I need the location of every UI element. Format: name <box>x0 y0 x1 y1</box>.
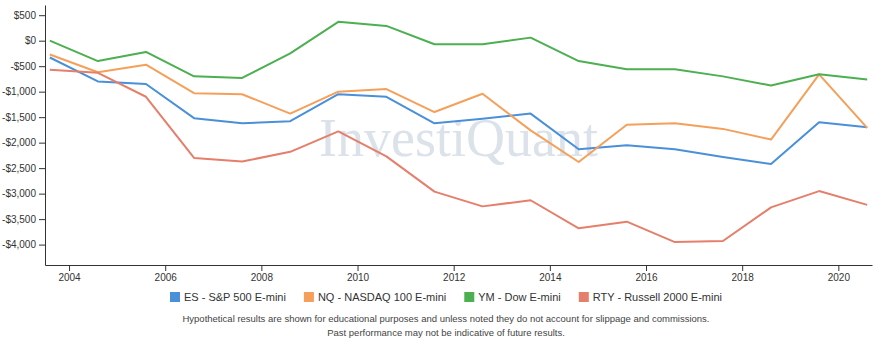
tick-label: 2008 <box>251 272 274 283</box>
axis-line <box>46 265 873 266</box>
tick-label: 2020 <box>828 272 851 283</box>
tick: -$3,000 <box>2 188 45 199</box>
tick: 2006 <box>155 265 178 283</box>
tick-label: 2018 <box>732 272 755 283</box>
tick: -$4,000 <box>2 239 45 250</box>
tick-mark <box>39 66 45 67</box>
tick-mark <box>261 265 262 271</box>
tick: $500 <box>14 10 45 21</box>
tick: -$3,500 <box>2 214 45 225</box>
series-line <box>50 70 867 242</box>
tick-mark <box>838 265 839 271</box>
legend-item: NQ - NASDAQ 100 E-mini <box>304 291 446 303</box>
legend-swatch <box>170 292 180 302</box>
footnote: Past performance may not be indicative o… <box>327 327 565 338</box>
tick-label: -$1,500 <box>2 112 36 123</box>
tick-label: $0 <box>25 35 37 46</box>
watermark: InvestiQuant <box>319 108 598 168</box>
tick-mark <box>550 265 551 271</box>
legend-swatch <box>579 292 589 302</box>
tick-label: $500 <box>14 10 37 21</box>
tick-mark <box>39 41 45 42</box>
tick: 2014 <box>539 265 562 283</box>
tick-mark <box>742 265 743 271</box>
legend-label: RTY - Russell 2000 E-mini <box>593 291 722 303</box>
legend-label: ES - S&P 500 E-mini <box>184 291 286 303</box>
chart: InvestiQuant $500 $0 -$500 -$1,000 -$1,500 -$2… <box>0 0 892 348</box>
tick-mark <box>39 143 45 144</box>
tick-mark <box>646 265 647 271</box>
legend-item: ES - S&P 500 E-mini <box>170 291 286 303</box>
legend-label: YM - Dow E-mini <box>478 291 561 303</box>
tick: 2018 <box>732 265 755 283</box>
legend-item: YM - Dow E-mini <box>464 291 561 303</box>
tick: 2004 <box>58 265 81 283</box>
tick-mark <box>39 168 45 169</box>
legend-swatch <box>304 292 314 302</box>
tick-mark <box>358 265 359 271</box>
tick-mark <box>39 194 45 195</box>
tick: -$500 <box>10 61 45 72</box>
tick-mark <box>39 15 45 16</box>
tick: -$1,000 <box>2 86 45 97</box>
tick-mark <box>69 265 70 271</box>
tick: 2008 <box>251 265 274 283</box>
tick-mark <box>39 92 45 93</box>
footnote: Hypothetical results are shown for educa… <box>182 313 709 324</box>
y-axis: $500 $0 -$500 -$1,000 -$1,500 -$2,000 -$2,500 -… <box>2 6 45 266</box>
tick-mark <box>165 265 166 271</box>
tick: -$2,500 <box>2 163 45 174</box>
tick-label: -$1,000 <box>2 86 36 97</box>
x-axis: 2004 2006 2008 2010 2012 2014 2016 2018 2020 <box>46 265 873 283</box>
tick: 2016 <box>635 265 658 283</box>
tick-label: 2004 <box>58 272 81 283</box>
tick-label: -$500 <box>10 61 36 72</box>
series-line <box>50 22 867 86</box>
tick-label: 2006 <box>155 272 178 283</box>
legend-item: RTY - Russell 2000 E-mini <box>579 291 722 303</box>
tick-label: -$4,000 <box>2 239 36 250</box>
series-line <box>50 54 867 162</box>
tick-label: 2016 <box>635 272 658 283</box>
tick-mark <box>39 219 45 220</box>
tick-mark <box>39 117 45 118</box>
tick: 2012 <box>443 265 466 283</box>
axis-line <box>45 6 46 266</box>
tick: 2020 <box>828 265 851 283</box>
tick: 2010 <box>347 265 370 283</box>
series-line <box>50 58 867 165</box>
tick-label: -$2,500 <box>2 163 36 174</box>
tick: $0 <box>25 35 45 46</box>
legend: ES - S&P 500 E-mini NQ - NASDAQ 100 E-min… <box>170 291 722 303</box>
plot-area <box>50 22 867 242</box>
tick-label: -$2,000 <box>2 137 36 148</box>
tick-mark <box>39 245 45 246</box>
tick-label: 2010 <box>347 272 370 283</box>
tick-label: -$3,000 <box>2 188 36 199</box>
tick-label: 2012 <box>443 272 466 283</box>
tick-label: 2014 <box>539 272 562 283</box>
legend-swatch <box>464 292 474 302</box>
tick: -$2,000 <box>2 137 45 148</box>
tick-label: -$3,500 <box>2 214 36 225</box>
legend-label: NQ - NASDAQ 100 E-mini <box>318 291 446 303</box>
tick: -$1,500 <box>2 112 45 123</box>
tick-mark <box>454 265 455 271</box>
